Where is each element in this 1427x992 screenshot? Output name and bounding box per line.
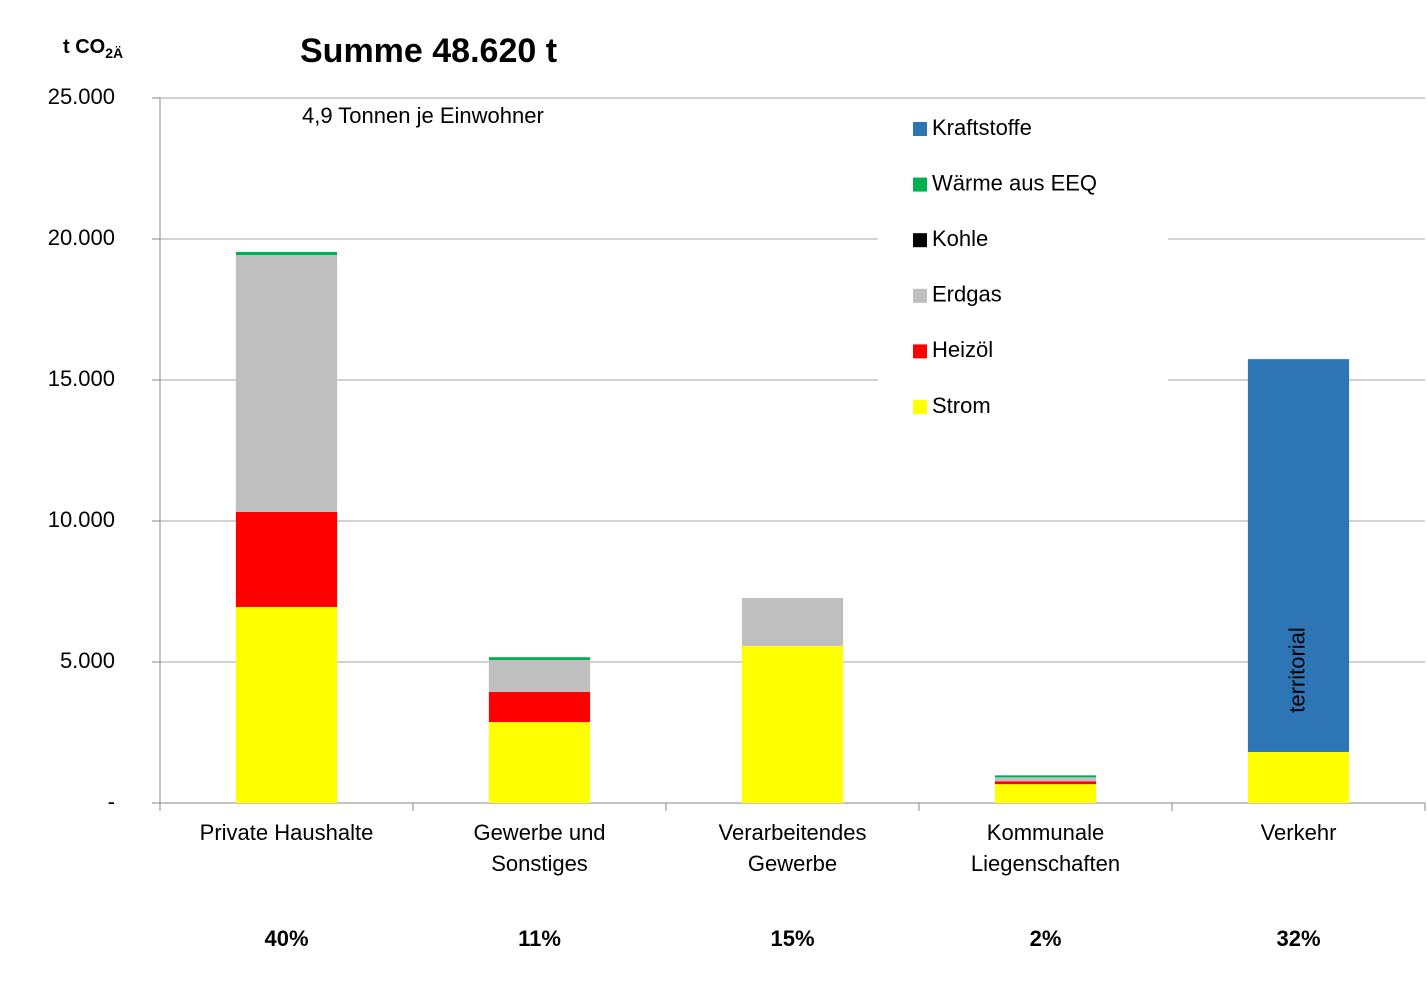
share-label: 15% xyxy=(770,926,814,951)
share-label: 2% xyxy=(1030,926,1062,951)
x-tick-label: Verkehr xyxy=(1261,820,1337,845)
bar-segment xyxy=(488,722,591,803)
y-axis-label-sub: 2Ä xyxy=(105,45,123,61)
x-tick-label: Kommunale Liegenschaften xyxy=(971,820,1120,876)
y-tick-label: 5.000 xyxy=(60,648,115,673)
legend-label: Kohle xyxy=(932,226,988,251)
bar-segment xyxy=(1247,359,1350,752)
y-tick-label: - xyxy=(108,789,115,814)
legend-label: Strom xyxy=(932,393,991,418)
x-tick-label: Verarbeitendes Gewerbe xyxy=(719,820,867,876)
y-tick-label: 10.000 xyxy=(48,507,115,532)
bar-segment xyxy=(994,775,1097,778)
bar-segment xyxy=(994,777,1097,782)
bar-segment xyxy=(235,511,338,608)
bar-segment xyxy=(235,607,338,803)
bar-segment xyxy=(488,657,591,661)
y-tick-label: 15.000 xyxy=(48,366,115,391)
legend-label: Kraftstoffe xyxy=(932,115,1032,140)
bar-segment xyxy=(994,781,1097,785)
y-tick-label: 25.000 xyxy=(48,84,115,109)
bar-segment xyxy=(235,251,338,256)
share-label: 40% xyxy=(264,926,308,951)
legend-swatch xyxy=(913,288,927,303)
bar-segment xyxy=(235,255,338,512)
legend-swatch xyxy=(913,233,927,248)
bar-segment xyxy=(488,691,591,723)
share-label: 11% xyxy=(518,926,561,951)
bar-segment xyxy=(741,645,844,803)
legend-background xyxy=(878,105,1168,430)
legend-label: Erdgas xyxy=(932,282,1002,307)
bar-segment xyxy=(488,660,591,692)
share-label: 32% xyxy=(1276,926,1320,951)
y-axis-label-main: t CO xyxy=(63,36,105,58)
x-tick-label: Gewerbe und Sonstiges xyxy=(473,820,605,876)
legend-label: Wärme aus EEQ xyxy=(932,170,1097,195)
legend-swatch xyxy=(913,177,927,192)
y-axis-label: t CO2Ä xyxy=(63,36,123,60)
chart-title: Summe 48.620 t xyxy=(300,32,557,70)
annotation: territorial xyxy=(1284,627,1309,713)
legend-swatch xyxy=(913,122,927,136)
legend-swatch xyxy=(913,344,927,359)
legend-swatch xyxy=(913,400,927,414)
x-tick-label: Private Haushalte xyxy=(200,820,374,845)
subtitle: 4,9 Tonnen je Einwohner xyxy=(302,103,544,128)
bar-segment xyxy=(994,784,1097,803)
y-tick-label: 20.000 xyxy=(48,225,115,250)
bar-segment xyxy=(1247,751,1350,803)
bar-segment xyxy=(741,597,844,646)
legend-label: Heizöl xyxy=(932,337,993,362)
